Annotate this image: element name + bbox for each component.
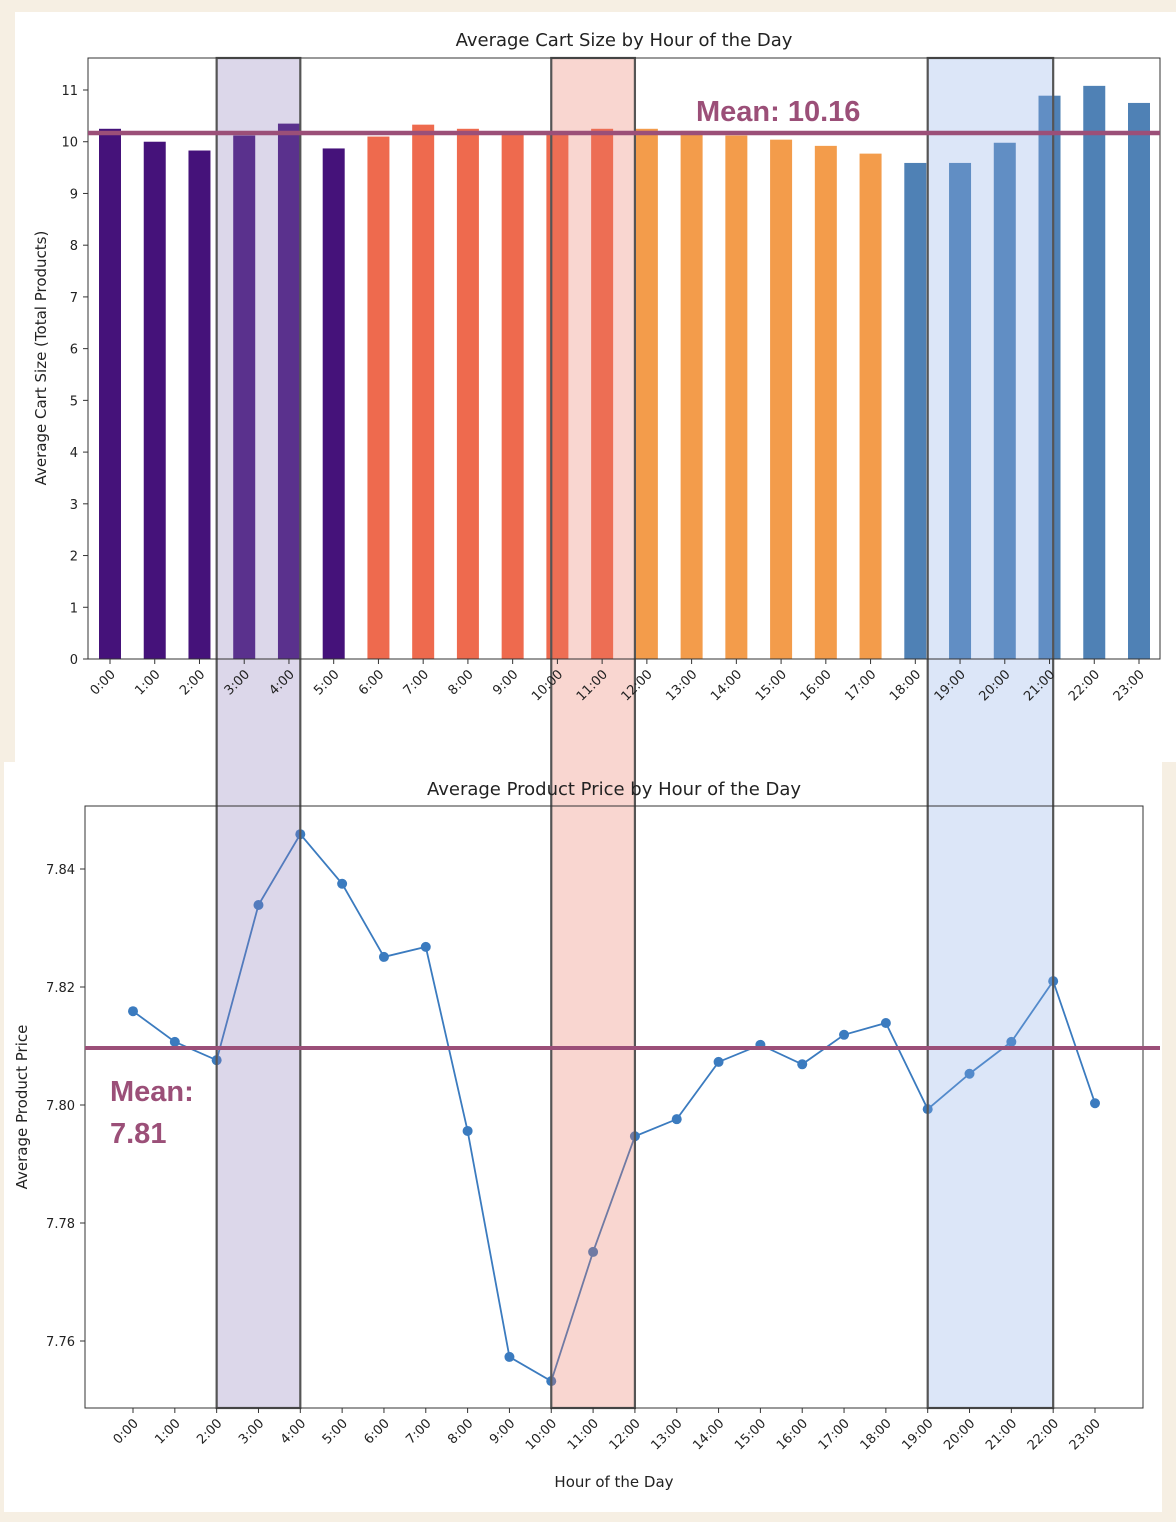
top-y-axis-label: Average Cart Size (Total Products): [32, 231, 50, 486]
bottom-panel-bg: [4, 762, 1162, 1512]
top-mean-label: Mean: 10.16: [696, 96, 860, 128]
price-point-21:00: [1006, 1036, 1017, 1047]
top-y-tick-label: 1: [70, 601, 78, 616]
bar-7:00: [412, 124, 435, 659]
bar-11:00: [591, 128, 614, 659]
bar-22:00: [1083, 85, 1106, 659]
bottom-y-tick-label: 7.80: [46, 1099, 75, 1114]
top-y-tick-label: 7: [70, 291, 78, 306]
top-y-tick-label: 11: [61, 84, 78, 99]
bar-3:00: [233, 135, 256, 659]
price-point-3:00: [253, 899, 264, 910]
highlight-band-red: [550, 56, 637, 1410]
highlight-band-blue: [926, 56, 1055, 1410]
bar-17:00: [859, 153, 882, 659]
bar-1:00: [143, 141, 166, 659]
bar-14:00: [725, 135, 748, 659]
price-point-8:00: [462, 1125, 473, 1136]
price-point-23:00: [1090, 1098, 1100, 1109]
bottom-mean-label-line2: 7.81: [110, 1118, 166, 1150]
bottom-y-tick-label: 7.82: [46, 981, 75, 996]
top-y-tick-label: 5: [70, 394, 78, 409]
bottom-axes-frame: [84, 805, 1144, 1409]
top-y-tick-label: 6: [70, 343, 78, 358]
price-point-5:00: [337, 878, 348, 889]
price-point-9:00: [504, 1351, 515, 1362]
price-line: [132, 832, 1096, 1383]
top-y-tick-label: 3: [70, 498, 78, 513]
top-y-tick-label: 8: [70, 239, 78, 254]
bar-4:00: [277, 123, 300, 659]
price-point-17:00: [839, 1029, 850, 1040]
bar-6:00: [367, 136, 390, 659]
bar-13:00: [680, 130, 703, 659]
price-point-13:00: [671, 1114, 682, 1125]
bottom-y-axis-label: Average Product Price: [13, 1025, 31, 1190]
bar-0:00: [99, 128, 121, 659]
bar-18:00: [904, 162, 927, 659]
bottom-x-axis-label: Hour of the Day: [554, 1473, 673, 1491]
top-y-tick-label: 2: [70, 550, 78, 565]
bar-8:00: [456, 128, 479, 659]
price-point-20:00: [964, 1068, 975, 1079]
price-point-7:00: [420, 941, 431, 952]
bar-20:00: [993, 142, 1016, 659]
bottom-y-tick-label: 7.78: [46, 1217, 75, 1232]
price-point-1:00: [169, 1036, 180, 1047]
bar-15:00: [770, 139, 793, 659]
bottom-chart-title: Average Product Price by Hour of the Day: [427, 779, 801, 800]
bar-21:00: [1038, 95, 1061, 659]
price-point-0:00: [128, 1006, 138, 1017]
price-point-18:00: [880, 1017, 891, 1028]
top-axes-frame: [87, 57, 1161, 660]
bar-12:00: [635, 128, 658, 659]
top-y-tick-label: 4: [70, 446, 78, 461]
bar-9:00: [501, 133, 524, 659]
bar-23:00: [1128, 102, 1150, 659]
top-chart-title: Average Cart Size by Hour of the Day: [456, 30, 793, 51]
bottom-y-tick-label: 7.84: [46, 863, 75, 878]
bottom-y-tick-label: 7.76: [46, 1335, 75, 1350]
top-y-tick-label: 0: [70, 653, 78, 668]
bar-2:00: [188, 150, 211, 659]
bar-5:00: [322, 148, 345, 659]
price-point-16:00: [797, 1059, 808, 1070]
bar-19:00: [949, 162, 972, 659]
price-point-6:00: [378, 951, 389, 962]
bottom-mean-label-line1: Mean:: [110, 1076, 194, 1108]
highlight-band-purple: [215, 56, 302, 1410]
top-y-tick-label: 9: [70, 187, 78, 202]
price-point-11:00: [588, 1246, 599, 1257]
price-point-14:00: [713, 1056, 724, 1067]
top-y-tick-label: 10: [61, 136, 78, 151]
bar-16:00: [814, 145, 837, 659]
